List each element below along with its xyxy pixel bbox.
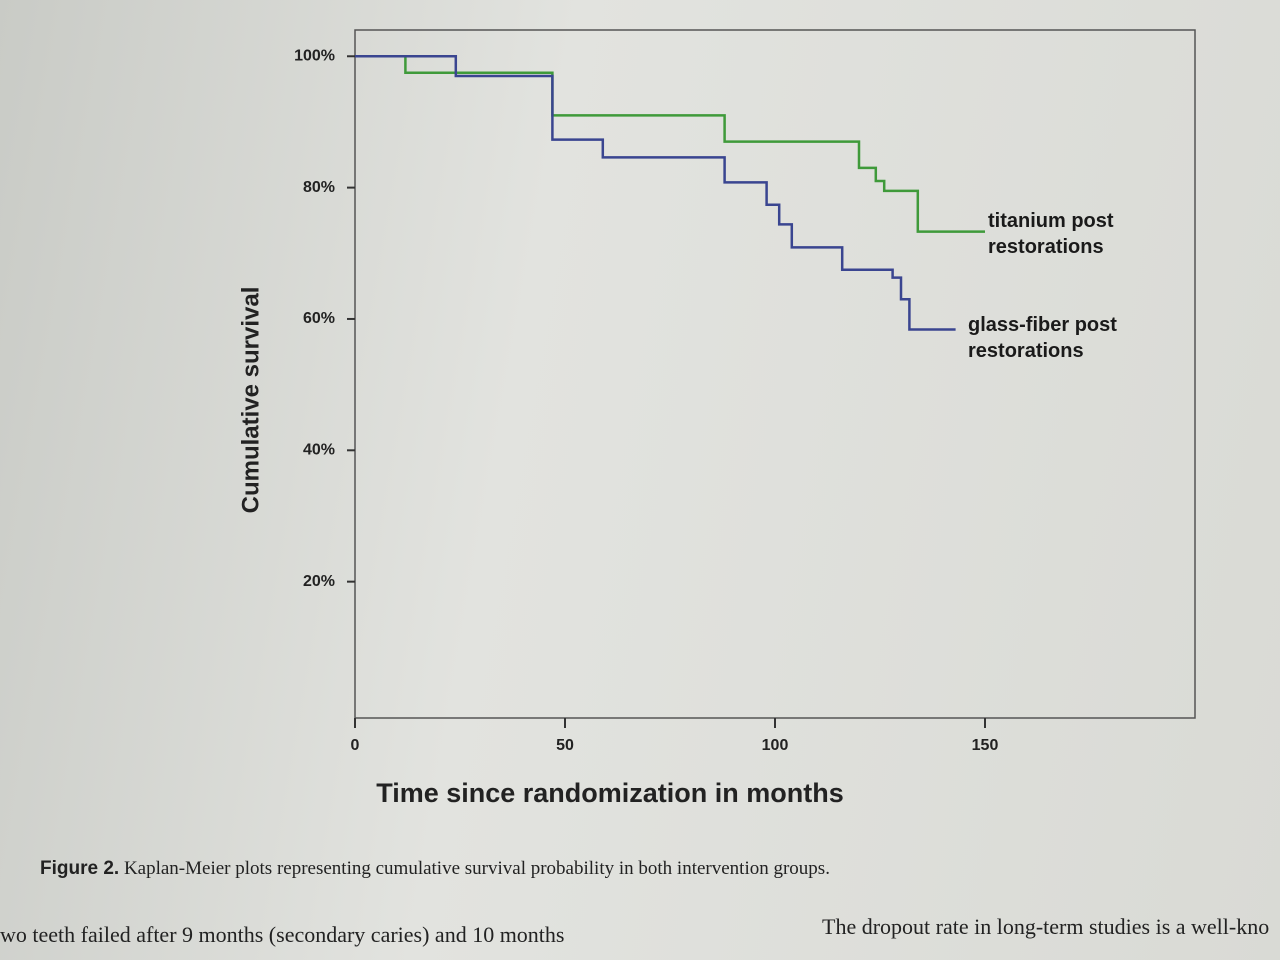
x-tick-label: 0 <box>351 737 360 754</box>
survival-curve <box>355 55 985 233</box>
legend-label: titanium post restorations <box>988 210 1114 258</box>
y-tick-label: 100% <box>294 47 335 64</box>
body-text: wo teeth failed after 9 months (secondar… <box>0 922 565 947</box>
x-tick-label: 100 <box>762 737 789 754</box>
y-axis-label: Cumulative survival <box>237 287 264 514</box>
caption-text: Kaplan-Meier plots representing cumulati… <box>123 858 830 879</box>
x-tick-label: 150 <box>972 737 999 754</box>
plot-frame <box>354 29 1196 719</box>
caption-label: Figure 2. <box>40 858 120 879</box>
x-axis-label: Time since randomization in months <box>376 778 844 808</box>
y-tick-label: 80% <box>303 179 335 196</box>
y-tick-label: 60% <box>303 310 335 327</box>
legend-label: glass-fiber post restorations <box>968 314 1117 362</box>
caption: Figure 2. Kaplan-Meier plots representin… <box>40 858 830 880</box>
y-tick-label: 40% <box>303 442 335 459</box>
body-text: The dropout rate in long-term studies is… <box>822 914 1270 939</box>
x-tick-label: 50 <box>556 737 574 754</box>
survival-curve <box>355 55 956 331</box>
y-tick-label: 20% <box>303 573 335 590</box>
